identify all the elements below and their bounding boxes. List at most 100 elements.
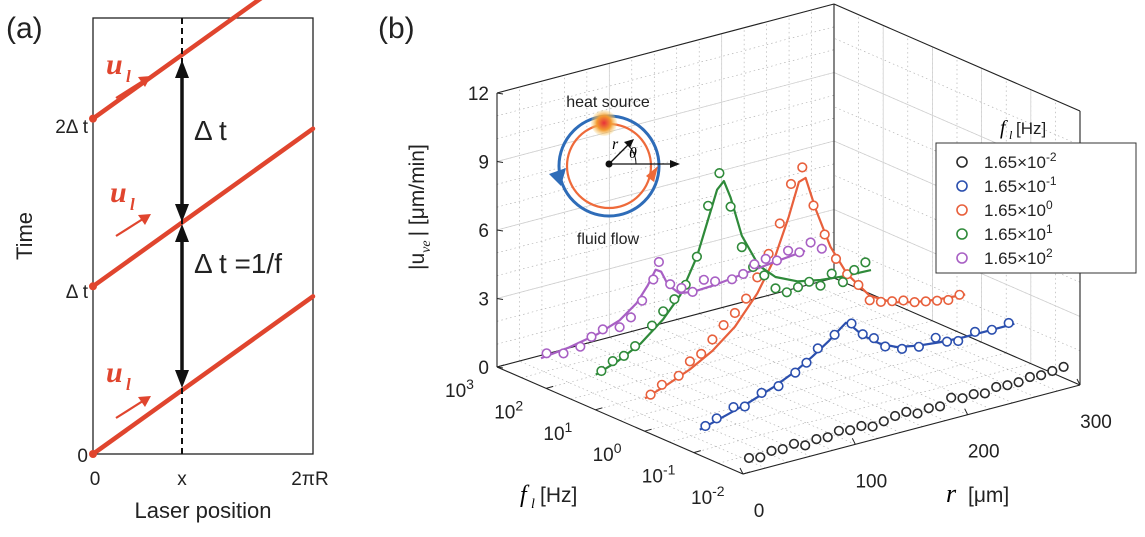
data-point (1058, 361, 1069, 373)
f-tick-exponent: 3 (466, 376, 474, 392)
data-point (709, 276, 721, 287)
data-point (805, 237, 816, 248)
data-point (811, 434, 822, 445)
data-point (812, 343, 823, 354)
data-point (946, 392, 957, 403)
f-tick-exponent: 1 (565, 419, 573, 435)
data-point (913, 341, 925, 352)
f-label-subscript: l (531, 497, 535, 512)
data-point (830, 253, 842, 264)
data-point (575, 341, 586, 352)
legend-label-base: 1.65×10 (984, 177, 1046, 196)
f-tick (595, 407, 603, 411)
data-point (860, 257, 871, 268)
data-point (979, 388, 991, 399)
sawtooth-line (90, 0, 263, 121)
data-point (739, 401, 750, 412)
sawtooth-line (90, 126, 316, 289)
r-label-symbol: r (946, 479, 957, 508)
box-edge (833, 3, 1081, 112)
data-point (636, 295, 648, 306)
interval-arrow-lower (175, 224, 189, 388)
velocity-symbol: u (110, 176, 127, 209)
box-edge (742, 384, 1081, 475)
legend-label: 1.65×10-1 (984, 174, 1057, 196)
data-point (822, 432, 833, 443)
interval-label: Δ t (194, 115, 227, 146)
data-point (819, 229, 830, 240)
f-tick-base: 10 (494, 402, 515, 423)
data-point (596, 365, 607, 377)
data-point (797, 162, 808, 173)
f-tick-label: 102 (494, 397, 523, 423)
data-point (696, 348, 707, 360)
f-tick-base: 10 (593, 445, 614, 466)
legend-label-exponent: 1 (1046, 222, 1053, 236)
data-point (648, 274, 659, 285)
f-tick-exponent: -1 (663, 462, 676, 478)
theta-symbol: θ (629, 145, 637, 162)
data-point (711, 413, 722, 424)
data-point (736, 242, 747, 253)
data-point (920, 296, 931, 307)
data-point (759, 270, 770, 281)
data-point (756, 387, 767, 399)
data-point (880, 341, 891, 352)
r-tick (739, 467, 744, 475)
legend-title-symbol: f (1000, 117, 1008, 139)
data-point (808, 200, 819, 211)
r-tick-label: 0 (754, 501, 765, 522)
x-axis-label: Laser position (135, 498, 272, 523)
f-tick-base: 10 (445, 381, 466, 402)
z-tick-label: 3 (478, 290, 489, 311)
back-wall-gridline (496, 49, 835, 139)
svg-text:|uve| [μm/min]: |uve | [μm/min] (406, 144, 434, 270)
z-label-prefix: |u (406, 253, 429, 270)
data-point (673, 370, 684, 381)
x-tick-label: 0 (90, 469, 101, 490)
data-point (541, 348, 552, 359)
floor-gridline (744, 301, 991, 410)
data-point (766, 445, 777, 457)
f-tick-label: 100 (593, 440, 622, 466)
f-tick (644, 428, 652, 432)
data-point (941, 336, 953, 347)
f-tick-base: 10 (691, 488, 712, 509)
data-point (755, 452, 766, 463)
f-tick-base: 10 (642, 467, 663, 488)
data-point (726, 274, 738, 285)
data-point (645, 389, 656, 400)
legend-marker (956, 180, 968, 192)
interval-formula-label: Δ t =1/f (194, 248, 282, 279)
legend-label-base: 1.65×10 (984, 201, 1046, 220)
r-tick (1076, 378, 1081, 386)
velocity-subscript: l (130, 195, 135, 214)
r-symbol: r (612, 136, 619, 153)
data-point (991, 381, 1002, 393)
panel-b-label: (b) (378, 12, 415, 45)
radius-line (608, 141, 632, 165)
heat-source-icon (591, 110, 617, 136)
panel-a-frame (92, 17, 314, 455)
data-point (857, 329, 868, 340)
data-point (702, 200, 714, 211)
box-edge (496, 3, 835, 94)
f-tick (546, 385, 554, 389)
legend-label-base: 1.65×10 (984, 153, 1046, 172)
data-point (954, 289, 965, 300)
velocity-label-bottom: u l (106, 356, 151, 419)
sawtooth-start-dot (89, 114, 97, 123)
legend-marker (956, 228, 968, 240)
sawtooth-start-dot (89, 450, 97, 458)
velocity-subscript: l (126, 67, 131, 86)
back-wall-gridline (496, 254, 835, 345)
data-point (912, 408, 923, 419)
data-point (1013, 377, 1024, 388)
data-point (691, 251, 703, 262)
data-point (774, 218, 785, 229)
legend: f l [Hz] 1.65×10-21.65×10-11.65×1001.65×… (935, 117, 1137, 274)
data-point (898, 295, 909, 306)
z-tick-label: 6 (478, 221, 489, 242)
legend-label: 1.65×102 (984, 246, 1053, 268)
data-point (886, 296, 898, 307)
